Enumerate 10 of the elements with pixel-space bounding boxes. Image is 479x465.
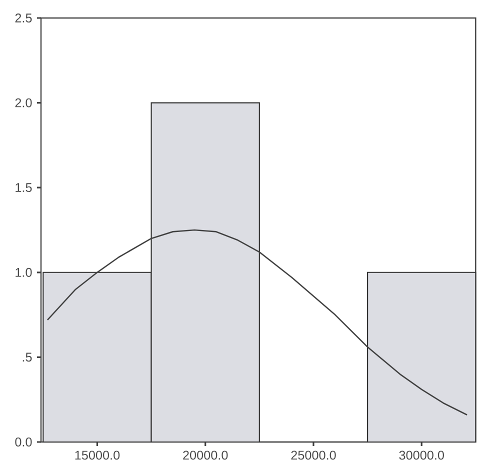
- y-tick-label: .5: [22, 352, 32, 362]
- y-tick-label: 2.5: [15, 14, 32, 22]
- x-tick-label: 30000.0: [399, 450, 444, 460]
- x-tick-label: 25000.0: [291, 450, 336, 460]
- x-tick-label: 20000.0: [183, 450, 228, 460]
- y-tick-label: 2.0: [15, 98, 32, 108]
- y-tick-label: 0.0: [15, 438, 32, 446]
- x-tick-label: 15000.0: [75, 450, 120, 460]
- y-tick-label: 1.0: [16, 268, 32, 277]
- y-tick-label: 1.5: [16, 183, 32, 192]
